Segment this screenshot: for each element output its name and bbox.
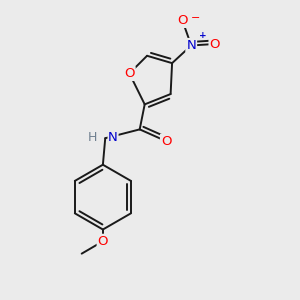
Text: N: N <box>108 131 118 144</box>
Text: O: O <box>177 14 188 27</box>
Text: H: H <box>88 131 97 144</box>
Text: O: O <box>209 38 220 50</box>
Text: −: − <box>191 13 200 23</box>
Text: N: N <box>186 39 196 52</box>
Text: O: O <box>124 67 135 80</box>
Text: O: O <box>161 135 171 148</box>
Text: O: O <box>98 235 108 248</box>
Text: +: + <box>199 31 206 40</box>
